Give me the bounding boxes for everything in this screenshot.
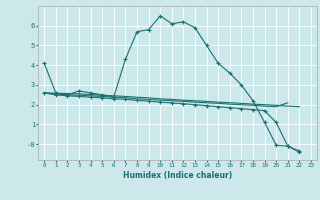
X-axis label: Humidex (Indice chaleur): Humidex (Indice chaleur) (123, 171, 232, 180)
